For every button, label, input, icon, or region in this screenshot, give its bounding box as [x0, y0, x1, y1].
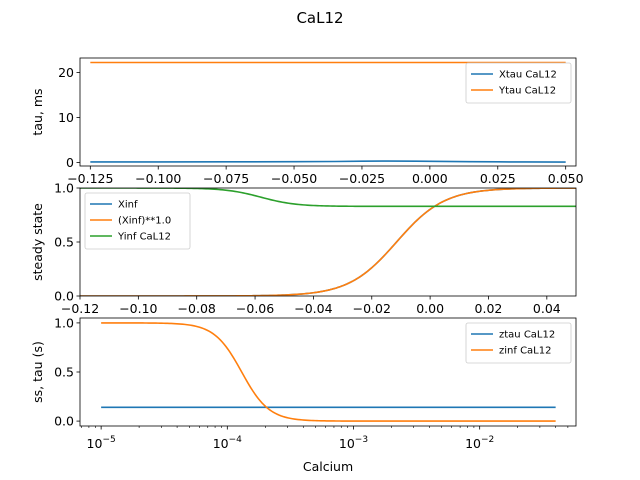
legend-box [84, 192, 191, 250]
y-tick-label: 10 [58, 110, 74, 125]
y-tick-label: 0.0 [54, 289, 74, 304]
legend-entry: ztau CaL12 [499, 330, 555, 341]
x-tick-label: 0.025 [480, 171, 516, 186]
plot-area [90, 61, 566, 163]
legend-box [465, 322, 572, 364]
y-tick-label: 0 [66, 155, 74, 170]
x-tick-label: 0.000 [412, 171, 448, 186]
legend-entry: Yinf CaL12 [117, 232, 171, 243]
x-tick-label: −0.10 [119, 301, 157, 316]
y-tick-label: 20 [58, 65, 74, 80]
x-tick-label: 0.050 [548, 171, 584, 186]
legend-box [465, 62, 572, 104]
y-tick-label: 0.5 [54, 235, 74, 250]
x-tick-label: 10−5 [87, 435, 116, 451]
y-axis-label: tau, ms [30, 88, 45, 135]
panel-calcium-dependence: 10−5 10−4 10−3 10−2 0.0 0.5 1.0 ss, tau (s) Calc… [30, 315, 577, 474]
legend: ztau CaL12 zinf CaL12 [465, 322, 572, 364]
x-tick-label: −0.08 [178, 301, 216, 316]
x-tick-label: −0.050 [271, 171, 317, 186]
x-axis-label: Calcium [303, 459, 353, 474]
x-tick-label: 0.04 [533, 301, 561, 316]
figure-title: CaL12 [296, 9, 343, 27]
panel-steady-state: −0.12 −0.10 −0.08 −0.06 −0.04 −0.02 0.00 0.02 0.… [30, 181, 577, 316]
panel-time-constants: −0.125 −0.100 −0.075 −0.050 −0.025 0.000 0.025… [30, 57, 584, 186]
legend-entry: Ytau CaL12 [498, 86, 556, 97]
x-tick-label: 10−3 [339, 435, 368, 451]
y-tick-label: 0.0 [54, 414, 74, 429]
y-tick-label: 1.0 [54, 315, 74, 330]
y-axis-label: steady state [30, 203, 45, 281]
x-tick-label: −0.06 [236, 301, 274, 316]
legend: Xtau CaL12 Ytau CaL12 [465, 62, 572, 104]
axes-frame [79, 57, 577, 167]
x-tick-label: −0.04 [294, 301, 332, 316]
x-tick-label: 10−4 [213, 435, 242, 451]
legend-entry: Xinf [118, 200, 138, 211]
x-tick-label: −0.12 [61, 301, 99, 316]
series-line-1 [101, 322, 556, 422]
y-tick-label: 0.5 [54, 365, 74, 380]
legend-entry: (Xinf)**1.0 [118, 216, 171, 227]
legend: Xinf (Xinf)**1.0 Yinf CaL12 [84, 192, 191, 250]
x-tick-label: −0.075 [203, 171, 249, 186]
x-tick-label: −0.02 [353, 301, 391, 316]
x-tick-label: −0.100 [135, 171, 181, 186]
x-tick-label: 10−2 [465, 435, 494, 451]
x-tick-label: −0.125 [67, 171, 113, 186]
y-tick-label: 1.0 [54, 181, 74, 196]
x-tick-label: −0.025 [339, 171, 385, 186]
x-tick-label: 0.00 [416, 301, 444, 316]
legend-entry: zinf CaL12 [499, 346, 551, 357]
x-tick-label: 0.02 [475, 301, 503, 316]
y-axis-label: ss, tau (s) [30, 341, 45, 403]
series-line-0 [90, 160, 566, 163]
plot-area [101, 322, 556, 422]
legend-entry: Xtau CaL12 [499, 70, 557, 81]
